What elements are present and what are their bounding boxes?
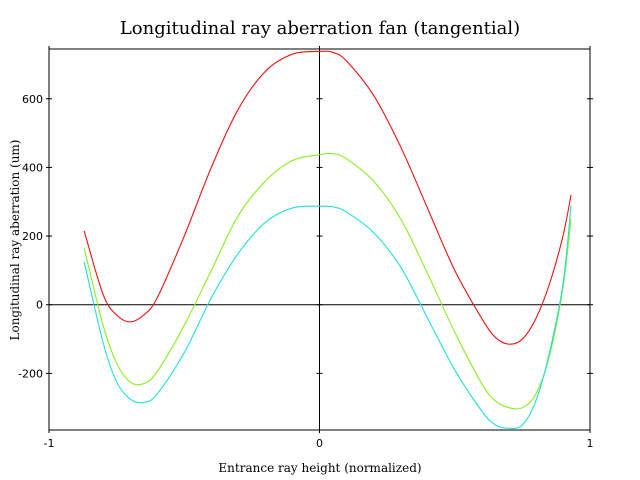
series-group	[83, 50, 572, 429]
x-tick-label: -1	[44, 437, 55, 450]
series-line-green	[83, 152, 572, 410]
y-tick-label: 0	[36, 299, 43, 312]
y-axis-label: Longitudinal ray aberration (um)	[8, 140, 22, 341]
zero-lines	[49, 49, 590, 430]
y-tick-label: -200	[18, 367, 43, 380]
x-tick-label: 0	[316, 437, 323, 450]
x-axis-label: Entrance ray height (normalized)	[218, 461, 421, 475]
series-line-red	[83, 50, 572, 345]
x-tick-label: 1	[587, 437, 594, 450]
chart-title: Longitudinal ray aberration fan (tangent…	[120, 18, 520, 39]
y-tick-label: 200	[22, 230, 43, 243]
ticks: -200 0 200 400 600 -1 0 1	[18, 46, 594, 450]
series-line-cyan	[83, 205, 572, 429]
y-tick-label: 400	[22, 161, 43, 174]
y-tick-label: 600	[22, 93, 43, 106]
